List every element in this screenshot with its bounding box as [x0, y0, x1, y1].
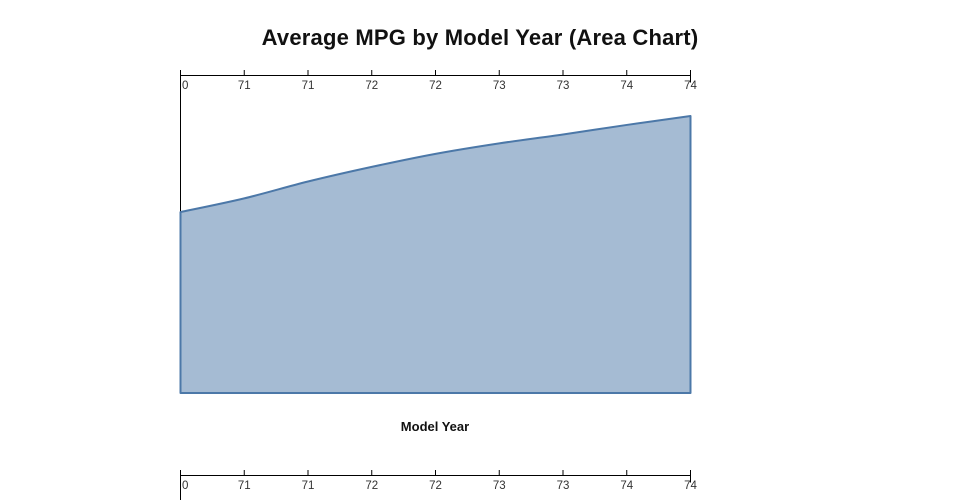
x-tick-label: 73 [557, 480, 570, 492]
x-tick-label: 74 [620, 480, 633, 492]
x-tick-label: 73 [493, 480, 506, 492]
x-tick-label: 74 [684, 480, 697, 492]
x-tick-label: 71 [238, 480, 251, 492]
bottom-x-axis-cut-off: 0 71 71 72 72 73 73 74 74 [180, 470, 697, 500]
x-tick-label: 74 [620, 80, 633, 92]
x-tick-label: 0 [182, 80, 188, 92]
x-tick-label: 0 [182, 480, 188, 492]
x-tick-label: 72 [429, 480, 442, 492]
chart-title: Average MPG by Model Year (Area Chart) [261, 25, 699, 50]
area-series [179, 115, 692, 394]
x-tick-label: 71 [238, 80, 251, 92]
x-axis-title: Model Year [400, 419, 470, 434]
x-tick-label: 71 [302, 480, 315, 492]
x-tick-label: 71 [302, 80, 315, 92]
x-tick-label: 73 [493, 80, 506, 92]
x-tick-label: 73 [557, 80, 570, 92]
x-tick-label: 72 [365, 480, 378, 492]
x-tick-label: 74 [684, 80, 697, 92]
x-tick-label: 72 [365, 80, 378, 92]
x-tick-label: 72 [429, 80, 442, 92]
